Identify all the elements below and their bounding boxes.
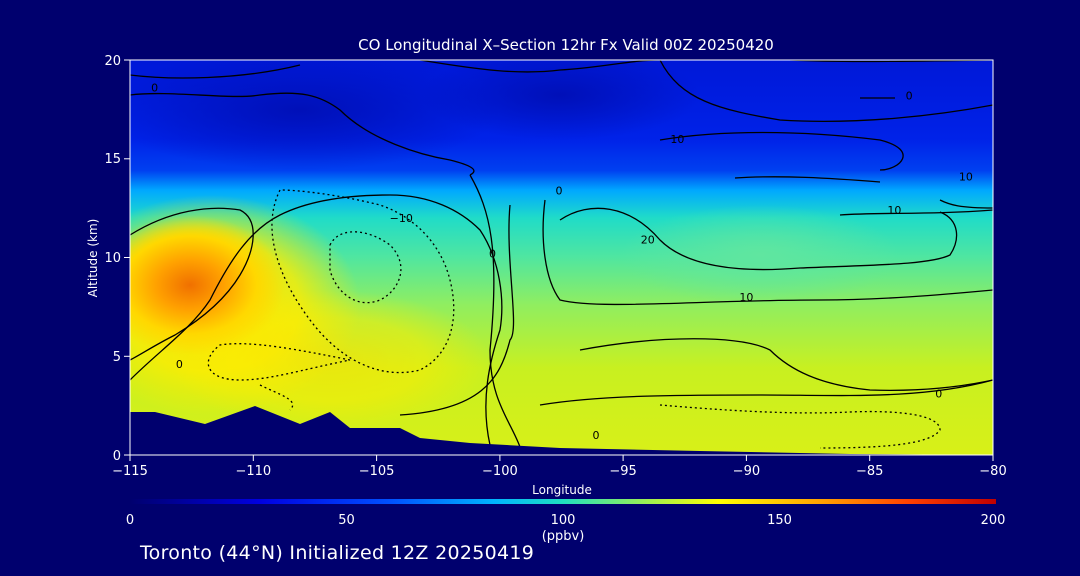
contour-label: 0 (593, 429, 600, 442)
contour-label: 10 (739, 291, 753, 304)
x-tick-label: −100 (482, 464, 518, 479)
colorbar-tick-labels: 0 50 100 150 200 (126, 513, 1006, 528)
contour-line (734, 176, 881, 183)
contour-line (579, 338, 993, 391)
contour-label: 0 (151, 82, 158, 95)
contour-line (539, 379, 993, 406)
contour-line-negative (329, 231, 402, 304)
contour-line-negative (207, 343, 351, 381)
contour-label: −10 (390, 212, 413, 225)
contour-label: 0 (935, 388, 942, 401)
contour-line (469, 174, 521, 448)
contour-line (789, 60, 993, 63)
contour-lines (130, 60, 993, 448)
colorbar-tick-label: 50 (338, 513, 355, 528)
contour-label: 0 (906, 90, 913, 103)
colorbar-unit: (ppbv) (542, 529, 585, 544)
contour-lines-negative (207, 189, 941, 449)
colorbar-tick-label: 100 (551, 513, 576, 528)
axis-ticks (124, 59, 994, 461)
y-tick-label: 5 (113, 350, 121, 365)
y-tick-label: 15 (104, 152, 121, 167)
y-tick-label: 10 (104, 251, 121, 266)
contour-label: 0 (489, 248, 496, 261)
x-axis-title: Longitude (532, 483, 592, 497)
y-tick-label: 0 (113, 449, 121, 464)
x-tick-label: −85 (856, 464, 883, 479)
contour-line (839, 209, 993, 216)
x-tick-labels: −115 −110 −105 −100 −95 −90 −85 −80 (112, 464, 1007, 479)
contour-line (130, 64, 301, 79)
colorbar (130, 499, 996, 504)
contour-line-negative (259, 384, 294, 411)
contour-line (130, 92, 475, 176)
colorbar-tick-label: 0 (126, 513, 134, 528)
footer-caption: Toronto (44°N) Initialized 12Z 20250419 (140, 542, 535, 564)
x-tick-label: −115 (112, 464, 148, 479)
x-tick-label: −90 (733, 464, 760, 479)
contour-label: 10 (670, 133, 684, 146)
contour-line (659, 60, 993, 122)
contour-line (419, 60, 661, 73)
colorbar-tick-label: 150 (767, 513, 792, 528)
contour-line (130, 207, 254, 361)
heatmap-field (130, 60, 993, 455)
contour-labels: 0 0 −10 0 0 0 20 10 10 10 0 10 0 (151, 82, 973, 443)
contour-line-negative (271, 189, 455, 374)
y-tick-labels: 0 5 10 15 20 (104, 54, 121, 464)
x-tick-label: −110 (235, 464, 271, 479)
x-tick-label: −95 (609, 464, 636, 479)
contour-line (559, 207, 958, 271)
x-tick-label: −80 (979, 464, 1006, 479)
contour-label: 10 (887, 204, 901, 217)
x-tick-label: −105 (359, 464, 395, 479)
contour-line (542, 199, 993, 306)
contour-line (659, 131, 904, 171)
contour-label: 20 (641, 234, 655, 247)
y-tick-label: 20 (104, 54, 121, 69)
terrain-mask (130, 406, 993, 455)
contour-line (399, 204, 515, 416)
contour-label: 0 (556, 184, 563, 197)
contour-label: 0 (176, 358, 183, 371)
contour-line (130, 194, 503, 446)
contour-label: 10 (959, 170, 973, 183)
chart-title: CO Longitudinal X–Section 12hr Fx Valid … (358, 36, 774, 54)
y-axis-title: Altitude (km) (86, 219, 100, 298)
colorbar-tick-label: 200 (981, 513, 1006, 528)
contour-line (939, 199, 993, 209)
